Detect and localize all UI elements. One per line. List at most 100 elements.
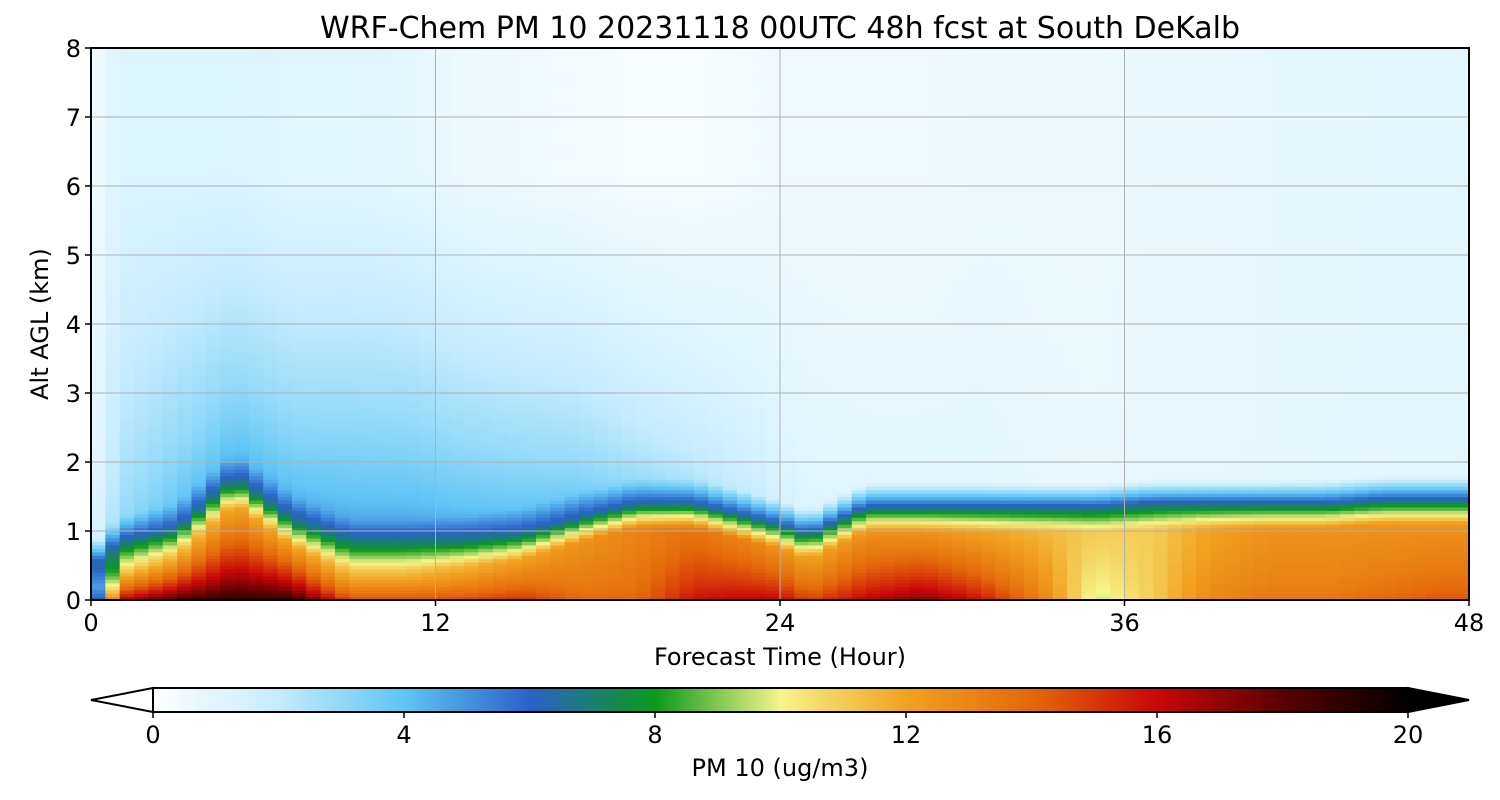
heatmap-cell <box>91 313 106 318</box>
heatmap-cell <box>234 158 250 163</box>
heatmap-cell <box>119 206 135 211</box>
heatmap-cell <box>162 292 178 297</box>
heatmap-cell <box>492 389 508 394</box>
heatmap-cell <box>105 417 121 422</box>
heatmap-cell <box>277 430 293 435</box>
heatmap-cell <box>291 327 307 332</box>
heatmap-cell <box>507 289 523 294</box>
heatmap-cell <box>119 372 135 377</box>
heatmap-cell <box>162 458 178 463</box>
heatmap-cell <box>349 424 365 429</box>
heatmap-cell <box>406 499 422 504</box>
heatmap-cell <box>277 327 293 332</box>
heatmap-cell <box>421 441 437 446</box>
heatmap-cell <box>162 196 178 201</box>
heatmap-cell <box>478 413 494 418</box>
heatmap-cell <box>507 206 523 211</box>
heatmap-cell <box>134 161 150 166</box>
heatmap-cell <box>91 551 106 556</box>
heatmap-cell <box>421 330 437 335</box>
heatmap-cell <box>464 179 480 184</box>
heatmap-cell <box>406 72 422 77</box>
heatmap-cell <box>263 227 279 232</box>
heatmap-cell <box>464 68 480 73</box>
heatmap-cell <box>277 524 293 529</box>
heatmap-cell <box>406 313 422 318</box>
heatmap-cell <box>464 482 480 487</box>
heatmap-cell <box>449 134 465 139</box>
heatmap-cell <box>306 482 322 487</box>
heatmap-cell <box>162 324 178 329</box>
heatmap-cell <box>464 151 480 156</box>
heatmap-cell <box>478 441 494 446</box>
heatmap-cell <box>148 496 164 501</box>
heatmap-cell <box>464 310 480 315</box>
heatmap-cell <box>335 379 350 384</box>
heatmap-cell <box>220 462 236 467</box>
heatmap-cell <box>464 251 480 256</box>
heatmap-cell <box>220 379 236 384</box>
heatmap-cell <box>105 79 121 84</box>
heatmap-cell <box>291 120 307 125</box>
heatmap-cell <box>162 434 178 439</box>
heatmap-cell <box>521 565 537 570</box>
heatmap-cell <box>263 499 279 504</box>
heatmap-cell <box>392 310 408 315</box>
heatmap-cell <box>406 144 422 149</box>
heatmap-cell <box>162 241 178 246</box>
heatmap-cell <box>291 555 307 560</box>
heatmap-cell <box>406 351 422 356</box>
heatmap-cell <box>134 593 150 598</box>
heatmap-cell <box>234 217 250 222</box>
heatmap-cell <box>363 179 379 184</box>
heatmap-cell <box>205 337 221 342</box>
heatmap-cell <box>177 506 193 511</box>
heatmap-cell <box>234 54 250 59</box>
heatmap-cell <box>363 389 379 394</box>
heatmap-cell <box>220 89 236 94</box>
heatmap-cell <box>177 244 193 249</box>
heatmap-cell <box>492 541 508 546</box>
heatmap-cell <box>134 148 150 153</box>
heatmap-cell <box>234 330 250 335</box>
heatmap-cell <box>521 227 537 232</box>
heatmap-cell <box>478 123 494 128</box>
heatmap-cell <box>306 341 322 346</box>
heatmap-cell <box>335 382 350 387</box>
heatmap-cell <box>134 223 150 228</box>
heatmap-cell <box>105 217 121 222</box>
heatmap-cell <box>91 558 106 563</box>
heatmap-cell <box>306 403 322 408</box>
heatmap-cell <box>105 389 121 394</box>
heatmap-cell <box>449 127 465 132</box>
heatmap-cell <box>421 572 437 577</box>
heatmap-cell <box>421 534 437 539</box>
heatmap-cell <box>464 382 480 387</box>
heatmap-cell <box>162 148 178 153</box>
heatmap-cell <box>191 406 207 411</box>
heatmap-cell <box>492 168 508 173</box>
heatmap-cell <box>177 434 193 439</box>
heatmap-cell <box>478 386 494 391</box>
heatmap-cell <box>205 286 221 291</box>
heatmap-cell <box>378 230 394 235</box>
heatmap-cell <box>507 279 523 284</box>
heatmap-cell <box>119 365 135 370</box>
heatmap-cell <box>248 510 264 515</box>
heatmap-cell <box>464 355 480 360</box>
heatmap-cell <box>263 517 279 522</box>
heatmap-cell <box>263 172 279 177</box>
heatmap-cell <box>335 324 350 329</box>
heatmap-cell <box>478 82 494 87</box>
heatmap-cell <box>392 420 408 425</box>
heatmap-cell <box>478 203 494 208</box>
heatmap-cell <box>177 579 193 584</box>
heatmap-cell <box>105 258 121 263</box>
heatmap-cell <box>191 355 207 360</box>
heatmap-cell <box>291 292 307 297</box>
heatmap-cell <box>177 234 193 239</box>
heatmap-cell <box>134 48 150 53</box>
heatmap-cell <box>449 289 465 294</box>
heatmap-cell <box>521 144 537 149</box>
heatmap-cell <box>478 172 494 177</box>
